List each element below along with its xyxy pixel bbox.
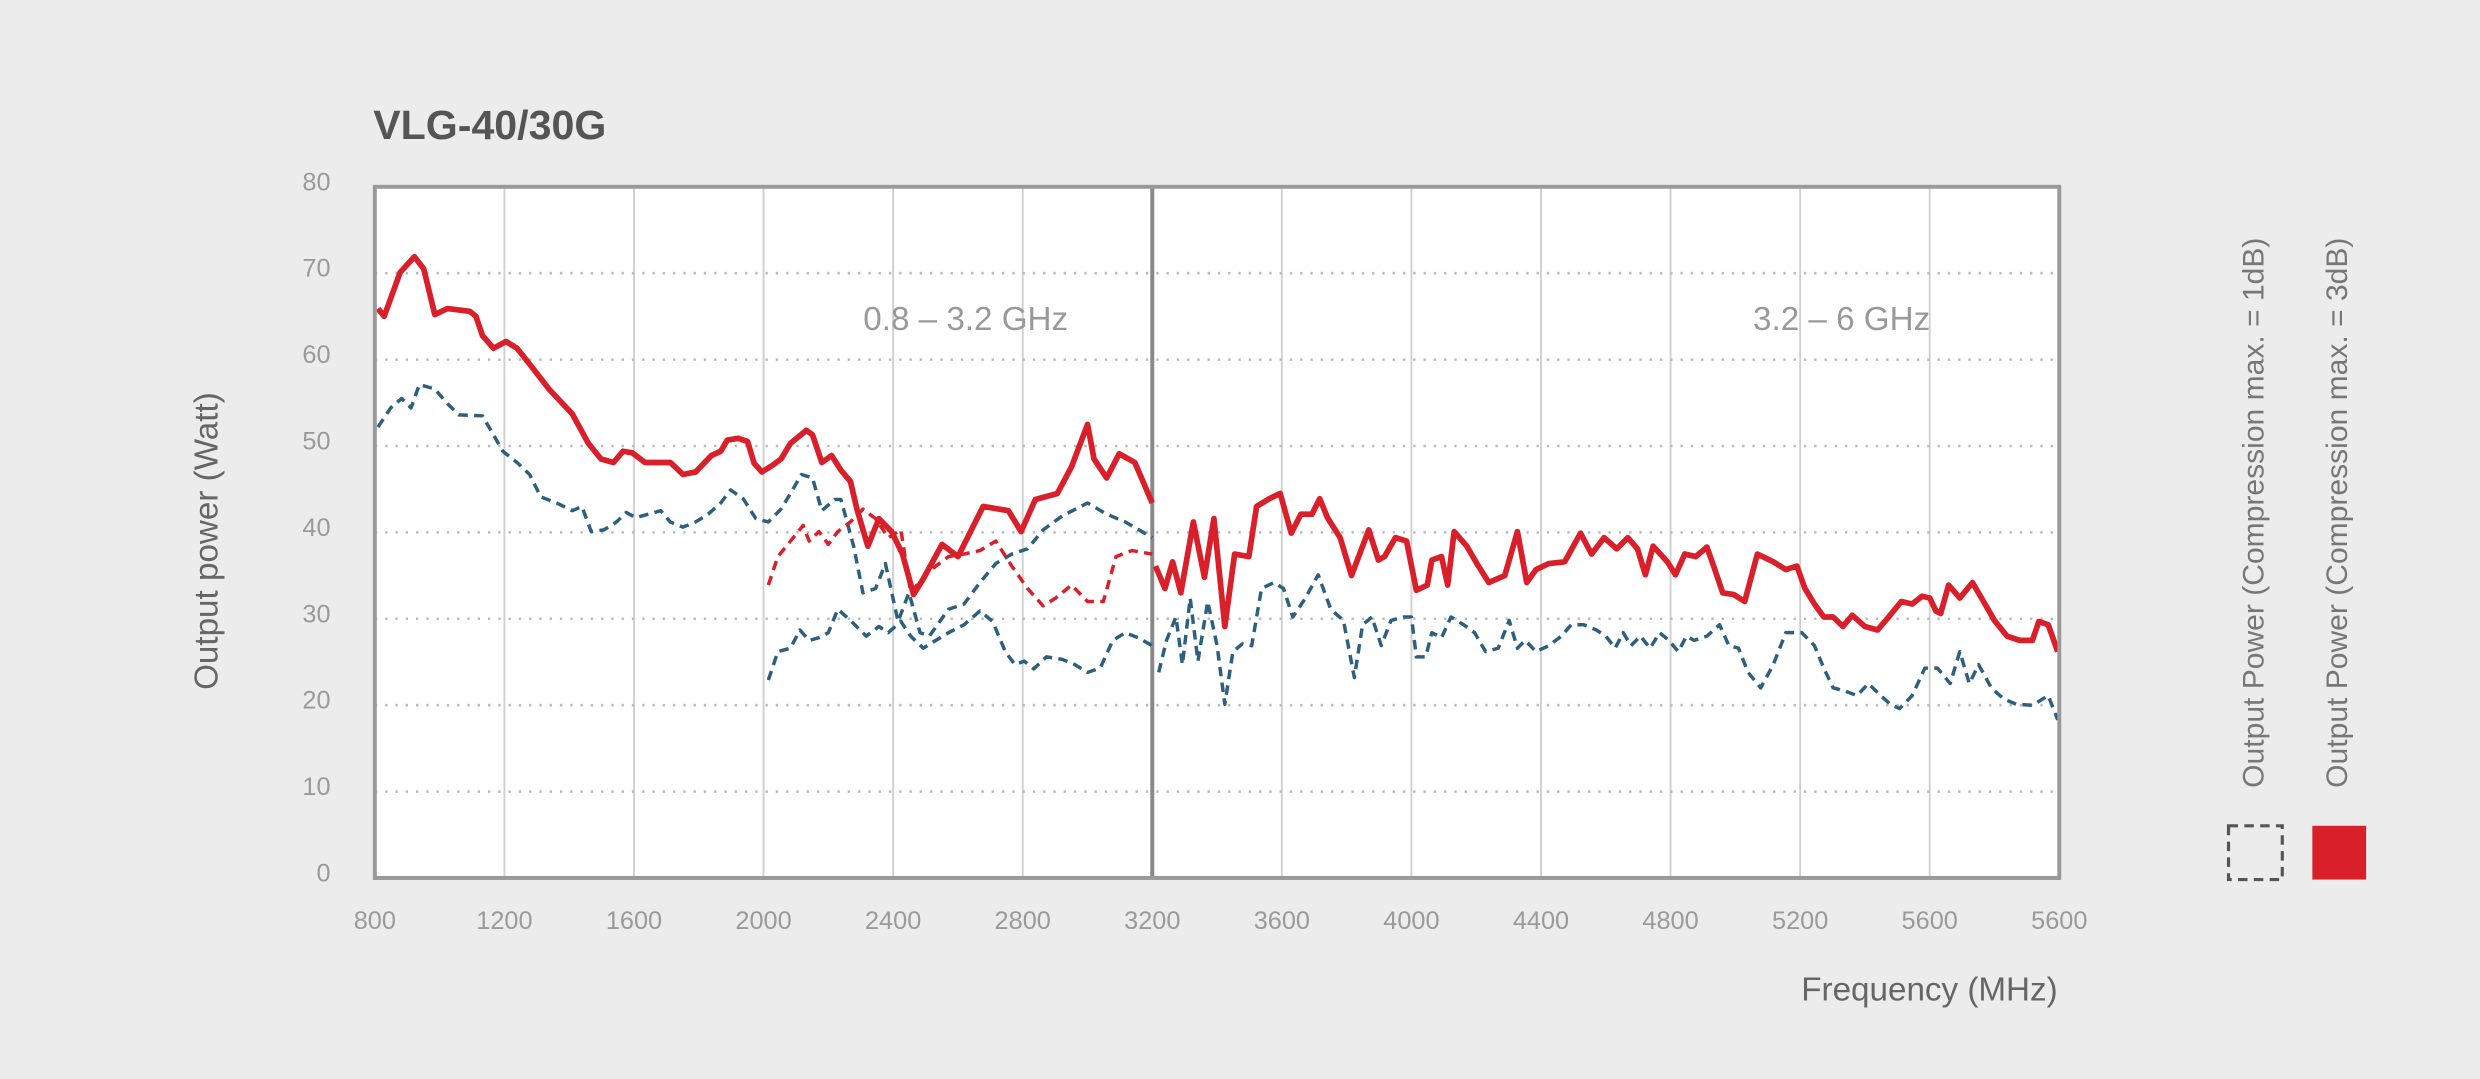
x-tick-label: 2400 xyxy=(865,907,921,935)
y-tick-label: 60 xyxy=(302,341,330,369)
y-tick-label: 0 xyxy=(316,859,330,887)
x-tick-label: 5600 xyxy=(1902,907,1958,935)
x-tick-label: 2800 xyxy=(995,907,1051,935)
y-tick-label: 30 xyxy=(302,600,330,628)
plot-border xyxy=(372,184,2062,880)
y-tick-label: 20 xyxy=(302,687,330,715)
y-tick-label: 40 xyxy=(302,514,330,542)
x-tick-label: 3200 xyxy=(1124,907,1180,935)
y-tick-label: 10 xyxy=(302,773,330,801)
band-label: 3.2 – 6 GHz xyxy=(1753,301,1930,338)
y-axis-label: Output power (Watt) xyxy=(189,392,226,690)
band-label: 0.8 – 3.2 GHz xyxy=(863,301,1068,338)
series-line xyxy=(1157,573,2060,721)
series-line xyxy=(375,253,1155,598)
x-axis-label: Frequency (MHz) xyxy=(1801,972,2057,1009)
y-tick-label: 50 xyxy=(302,428,330,456)
legend-label: Output Power (Compression max. = 1dB) xyxy=(2237,238,2270,788)
legend-swatch xyxy=(2226,824,2284,882)
grid xyxy=(373,185,2061,880)
x-tick-label: 1200 xyxy=(476,907,532,935)
x-tick-label: 2000 xyxy=(735,907,791,935)
x-tick-label: 800 xyxy=(354,907,396,935)
x-tick-label: 5600 xyxy=(2031,907,2087,935)
x-tick-label: 4800 xyxy=(1642,907,1698,935)
x-tick-label: 4400 xyxy=(1513,907,1569,935)
x-tick-label: 5200 xyxy=(1772,907,1828,935)
series-line xyxy=(1152,490,2061,653)
x-tick-label: 3600 xyxy=(1254,907,1310,935)
y-tick-label: 80 xyxy=(302,168,330,196)
series-line xyxy=(376,382,1154,638)
legend-label: Output Power (Compression max. = 3dB) xyxy=(2321,238,2354,788)
chart-title: VLG-40/30G xyxy=(373,102,606,148)
x-tick-label: 4000 xyxy=(1383,907,1439,935)
series-line xyxy=(766,607,1154,681)
legend-swatch xyxy=(2312,825,2367,880)
x-tick-label: 1600 xyxy=(606,907,662,935)
series-line xyxy=(766,507,1153,608)
lines xyxy=(375,253,2061,721)
y-tick-label: 70 xyxy=(302,255,330,283)
